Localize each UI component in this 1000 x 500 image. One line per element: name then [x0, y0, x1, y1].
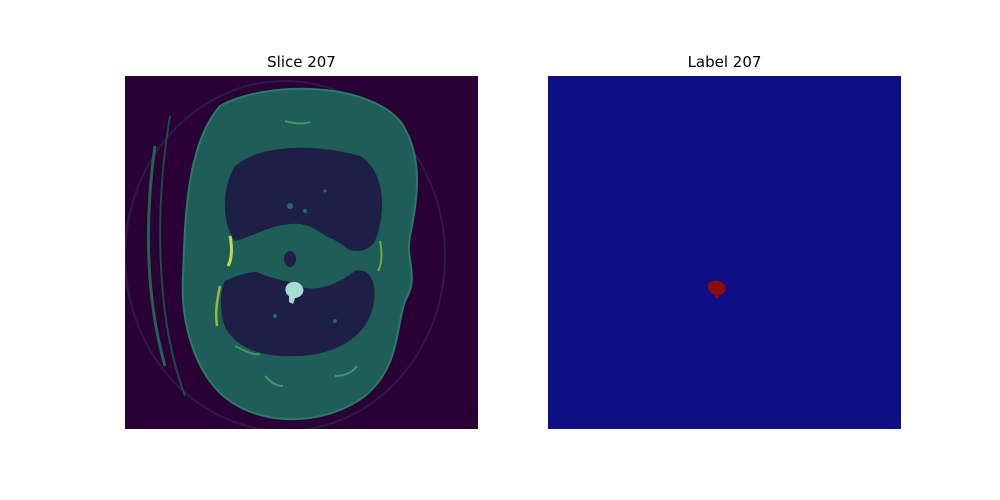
label-region [707, 280, 726, 298]
table-line-outer [146, 145, 167, 367]
lung-vessel [333, 319, 337, 323]
label-image [548, 76, 901, 429]
table-line-inner [159, 115, 186, 397]
slice-image-svg [125, 76, 478, 429]
label-image-svg [548, 76, 901, 429]
rib-highlight [234, 345, 261, 356]
mediastinum [255, 231, 352, 283]
rib-highlight [214, 285, 222, 327]
lung-vessel [323, 189, 327, 193]
slice-image [125, 76, 478, 429]
slice-panel: Slice 207 [125, 52, 478, 429]
lung-vessel [287, 203, 293, 209]
label-background [548, 76, 901, 429]
lung-vessel [273, 314, 277, 318]
airway [284, 251, 296, 267]
lung-vessel [303, 209, 307, 213]
rib-highlight [284, 120, 311, 125]
rib-highlight [226, 235, 233, 267]
scanner-ring [125, 80, 446, 429]
rib-highlight [264, 375, 284, 387]
mask-overlay [285, 281, 304, 304]
label-panel: Label 207 [548, 52, 901, 429]
label-title: Label 207 [687, 53, 762, 71]
rib-highlight [377, 240, 383, 272]
upper-lung [224, 147, 383, 251]
lower-lung [220, 270, 375, 357]
slice-title: Slice 207 [267, 53, 336, 71]
rib-highlight [334, 365, 358, 377]
